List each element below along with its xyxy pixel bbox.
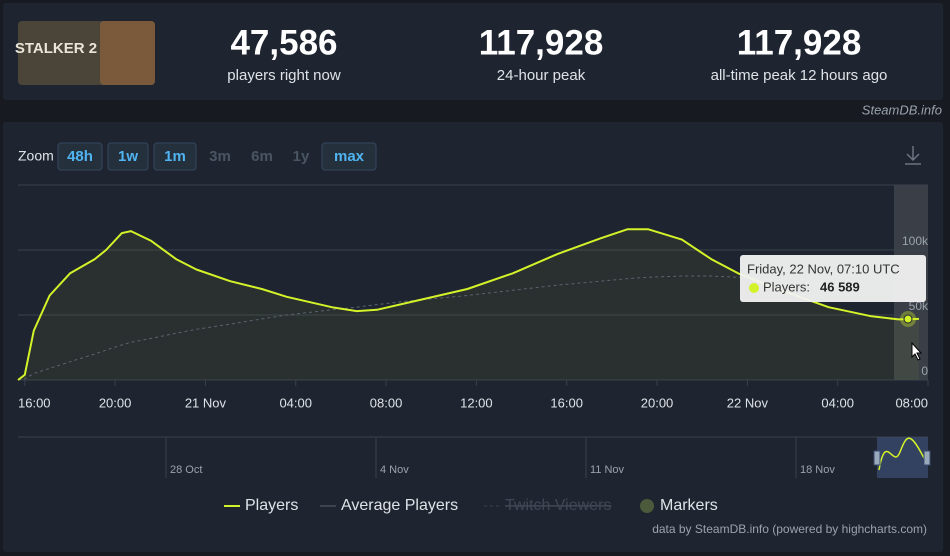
legend: Players Average Players Twitch Viewers Mark… [224,497,718,514]
x-tick-label: 20:00 [641,395,674,410]
y-tick-label: 0 [921,364,928,378]
zoom-button-label: 3m [209,148,231,165]
x-tick-label: 16:00 [18,395,51,410]
y-tick-label: 50k [909,299,929,313]
x-tick-label: 04:00 [821,395,854,410]
navigator-label: 11 Nov [590,464,625,476]
legend-label[interactable]: Twitch Viewers [505,497,611,514]
x-tick-label: 22 Nov [727,395,769,410]
x-tick-label: 12:00 [460,395,493,410]
zoom-label: Zoom [18,148,54,164]
stat-value: 117,928 [479,23,604,62]
x-tick-label: 04:00 [279,395,312,410]
chart-panel [3,122,943,552]
navigator-handle[interactable] [923,450,931,466]
legend-label[interactable]: Average Players [341,497,458,514]
stat-value: 117,928 [737,23,862,62]
stat-label: all-time peak 12 hours ago [711,67,888,84]
legend-label[interactable]: Players [245,497,298,514]
navigator-label: 18 Nov [800,464,835,476]
zoom-button-label[interactable]: 1w [118,148,138,165]
zoom-button-label[interactable]: 48h [67,148,93,165]
x-tick-label: 08:00 [895,395,928,410]
stat-value: 47,586 [230,23,337,62]
legend-label[interactable]: Markers [660,497,718,514]
zoom-button[interactable] [153,142,197,171]
site-link[interactable]: SteamDB.info [862,102,942,117]
zoom-button-label: 6m [251,148,273,165]
average-line [17,275,919,381]
tooltip-value: 46 589 [820,279,860,294]
stat-label: players right now [227,67,341,84]
navigator-label: 28 Oct [170,464,202,476]
logo-text: STALKER 2 [15,40,97,57]
zoom-button-label: 1y [293,148,310,165]
header-panel [3,3,943,100]
x-tick-label: 20:00 [99,395,132,410]
navigator-window[interactable] [877,437,928,478]
tooltip-symbol [749,283,759,293]
credits[interactable]: data by SteamDB.info (powered by highcha… [652,522,927,536]
stat-label: 24-hour peak [497,67,586,84]
navigator-label: 4 Nov [380,464,409,476]
x-tick-label: 08:00 [370,395,403,410]
navigator-mini-line [878,437,927,471]
zoom-button[interactable] [57,142,103,171]
cursor [911,341,923,361]
players-line [17,228,919,381]
tooltip-box [740,255,926,302]
download-icon[interactable] [905,146,921,165]
plot: 0 50k 100k 16:00 20:00 21 Nov 04:00 08:00 12:00 1… [17,228,929,410]
zoom-buttons: 48h 1w 1m 3m 6m 1y max [57,142,377,171]
navigator: 28 Oct 4 Nov 11 Nov 18 Nov [165,437,835,478]
tooltip-title: Friday, 22 Nov, 07:10 UTC [747,261,900,276]
logo-figure [100,21,155,85]
tooltip: Friday, 22 Nov, 07:10 UTC Players: 46 58… [740,255,926,302]
zoom-button[interactable] [321,142,377,171]
tooltip-label: Players: [763,279,810,294]
x-tick-label: 16:00 [550,395,583,410]
hover-point [903,314,913,324]
navigator-handle[interactable] [873,450,881,466]
x-tick-label: 21 Nov [185,395,227,410]
players-area [18,229,919,380]
y-tick-label: 100k [902,234,929,248]
zoom-button[interactable] [107,142,149,171]
legend-symbol [640,499,654,513]
zoom-button-label[interactable]: 1m [164,148,186,165]
zoom-button-label[interactable]: max [334,148,365,165]
